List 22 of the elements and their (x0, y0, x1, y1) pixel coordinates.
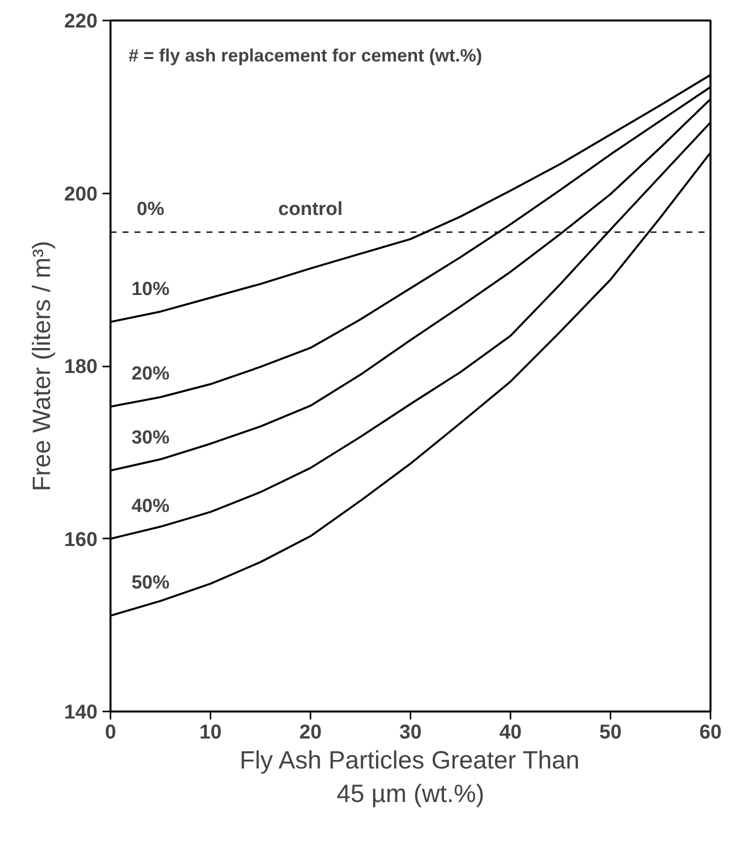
x-tick-label: 60 (699, 722, 722, 744)
y-tick-label: 140 (64, 702, 98, 724)
y-tick-label: 220 (64, 10, 98, 32)
x-tick-label: 30 (399, 722, 422, 744)
series-label: 40% (131, 496, 170, 517)
annotation: # = fly ash replacement for cement (wt.%) (128, 46, 482, 66)
y-tick-label: 180 (64, 356, 98, 378)
x-tick-label: 50 (599, 722, 622, 744)
ref-line-label: control (278, 199, 343, 220)
y-tick-label: 160 (64, 528, 98, 551)
series-label: 10% (131, 278, 170, 300)
x-tick-label: 10 (199, 722, 222, 744)
series-label: 50% (131, 572, 170, 594)
x-tick-label: 20 (299, 722, 322, 744)
x-axis-title: Fly Ash Particles Greater Than 45 µm (wt.%) (240, 746, 580, 808)
legend-label: 20% (131, 364, 170, 385)
x-tick-label: 0 (104, 722, 116, 744)
y-tick-label: 200 (64, 183, 98, 206)
x-tick-label: 40 (499, 722, 522, 744)
y-axis-title: Free Water (liters / m³) (28, 240, 56, 492)
series-label: 30% (131, 428, 170, 449)
annotation: 0% (136, 199, 164, 220)
